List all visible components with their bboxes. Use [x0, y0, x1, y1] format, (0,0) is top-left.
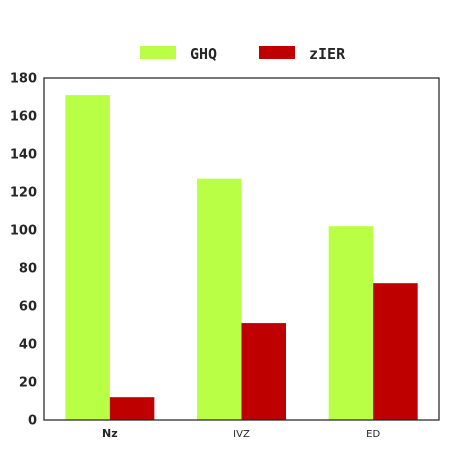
x-tick-label: Nz — [102, 427, 118, 440]
x-tick-label: IVZ — [233, 429, 250, 440]
bar-ghq-nz — [65, 95, 110, 420]
plot-frame — [43, 77, 440, 421]
y-tick-label: 60 — [19, 300, 37, 315]
y-tick-label: 20 — [19, 376, 37, 391]
legend-swatch-zier — [259, 46, 295, 59]
legend-swatch-ghq — [140, 46, 176, 59]
bars — [65, 95, 418, 420]
y-tick-label: 120 — [10, 186, 37, 201]
y-tick-label: 100 — [10, 224, 37, 239]
y-tick-label: 0 — [28, 414, 37, 429]
x-axis: Nz IVZ ED — [102, 427, 380, 440]
bar-ghq-ivz — [197, 178, 242, 420]
bar-zier-ed — [373, 283, 418, 420]
legend: GHQ zIER — [140, 45, 346, 63]
x-tick-label: ED — [366, 429, 380, 440]
y-tick-label: 160 — [10, 110, 37, 125]
y-tick-label: 80 — [19, 262, 37, 277]
bar-zier-nz — [109, 397, 155, 420]
y-axis: 0 20 40 60 80 100 120 140 160 180 — [10, 72, 37, 429]
y-tick-label: 40 — [19, 338, 37, 353]
y-tick-label: 180 — [10, 72, 37, 87]
legend-label-ghq: GHQ — [190, 45, 217, 63]
bar-zier-ivz — [241, 323, 286, 420]
legend-label-zier: zIER — [309, 45, 346, 63]
y-tick-label: 140 — [10, 148, 37, 163]
bar-ghq-ed — [328, 226, 374, 420]
